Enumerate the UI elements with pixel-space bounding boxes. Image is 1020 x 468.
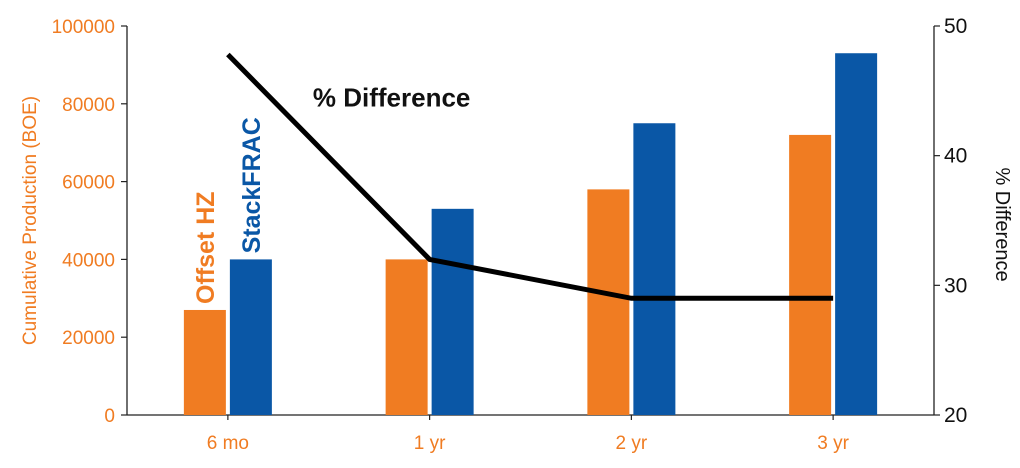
bar-offset-hz-3-yr [789, 134, 832, 416]
bar-stackfrac-6-mo [229, 259, 272, 415]
y-axis-title: Cumulative Production (BOE) [20, 96, 41, 345]
difference-line-group [226, 52, 834, 301]
bar-stackfrac-2-yr [633, 123, 676, 415]
x-tick-label: 3 yr [817, 433, 849, 454]
left-tick-label: 60000 [62, 173, 115, 194]
labels: Cumulative Production (BOE) % Difference O… [20, 83, 1013, 346]
series-label-offset-hz: Offset HZ [192, 191, 220, 304]
right-tick-label: 30 [944, 274, 967, 297]
left-tick-label: 80000 [62, 95, 115, 116]
right-tick-label: 40 [944, 145, 967, 168]
right-tick-label: 50 [944, 15, 967, 38]
y2-axis-title: % Difference [991, 167, 1013, 281]
left-tick-label: 20000 [62, 328, 115, 349]
bars [183, 53, 878, 416]
line-series-label: % Difference [313, 83, 471, 113]
series-label-stackfrac: StackFRAC [238, 117, 266, 253]
bar-stackfrac-1-yr [431, 208, 474, 415]
left-tick-label: 0 [104, 406, 115, 427]
bar-offset-hz-6-mo [183, 309, 226, 415]
left-tick-label: 40000 [62, 250, 115, 271]
left-tick-label: 100000 [52, 17, 115, 38]
x-tick-label: 2 yr [616, 433, 648, 454]
x-tick-label: 1 yr [414, 433, 446, 454]
bar-stackfrac-3-yr [835, 53, 878, 415]
right-tick-label: 20 [944, 404, 967, 427]
axes: 0 20000 40000 60000 80000 100000 20 30 40 50 6 mo 1… [52, 15, 968, 454]
bar-offset-hz-1-yr [385, 259, 428, 415]
bar-offset-hz-2-yr [587, 189, 630, 415]
difference-line [226, 52, 834, 301]
x-tick-label: 6 mo [207, 433, 249, 454]
